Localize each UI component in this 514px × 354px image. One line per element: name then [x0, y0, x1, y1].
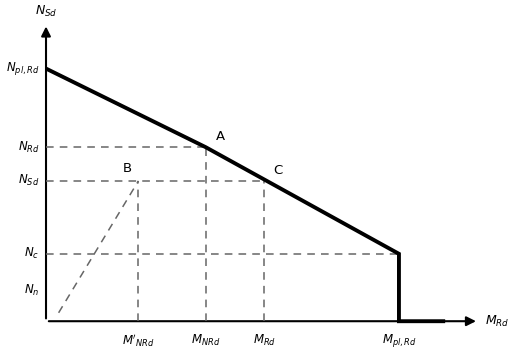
Text: $N_{Sd}$: $N_{Sd}$ — [35, 4, 57, 19]
Text: $N_n$: $N_n$ — [24, 283, 40, 298]
Text: $N_{Sd}$: $N_{Sd}$ — [19, 173, 40, 188]
Text: $N_{pl,Rd}$: $N_{pl,Rd}$ — [6, 60, 40, 77]
Text: B: B — [123, 162, 132, 175]
Text: A: A — [216, 130, 225, 143]
Text: $N_{Rd}$: $N_{Rd}$ — [18, 139, 40, 155]
Text: $N_c$: $N_c$ — [25, 246, 40, 261]
Text: $M_{Rd}$: $M_{Rd}$ — [485, 314, 509, 329]
Text: $M_{pl,Rd}$: $M_{pl,Rd}$ — [381, 332, 416, 349]
Text: $M'_{NRd}$: $M'_{NRd}$ — [122, 332, 155, 349]
Text: $M_{NRd}$: $M_{NRd}$ — [191, 332, 221, 348]
Text: $M_{Rd}$: $M_{Rd}$ — [253, 332, 276, 348]
Text: C: C — [273, 164, 282, 177]
